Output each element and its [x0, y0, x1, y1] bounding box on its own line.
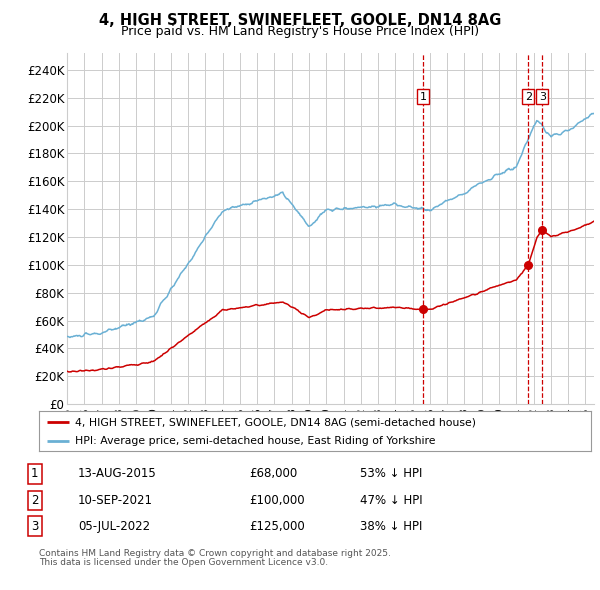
Text: 3: 3	[539, 91, 546, 101]
Text: This data is licensed under the Open Government Licence v3.0.: This data is licensed under the Open Gov…	[39, 558, 328, 568]
Text: 47% ↓ HPI: 47% ↓ HPI	[360, 494, 422, 507]
Text: 2: 2	[31, 494, 38, 507]
Text: 13-AUG-2015: 13-AUG-2015	[78, 467, 157, 480]
Text: 4, HIGH STREET, SWINEFLEET, GOOLE, DN14 8AG (semi-detached house): 4, HIGH STREET, SWINEFLEET, GOOLE, DN14 …	[75, 417, 476, 427]
Text: 05-JUL-2022: 05-JUL-2022	[78, 520, 150, 533]
Text: 2: 2	[524, 91, 532, 101]
Text: £125,000: £125,000	[249, 520, 305, 533]
Text: 3: 3	[31, 520, 38, 533]
Text: Price paid vs. HM Land Registry's House Price Index (HPI): Price paid vs. HM Land Registry's House …	[121, 25, 479, 38]
Text: HPI: Average price, semi-detached house, East Riding of Yorkshire: HPI: Average price, semi-detached house,…	[75, 435, 436, 445]
Text: 53% ↓ HPI: 53% ↓ HPI	[360, 467, 422, 480]
Text: 1: 1	[31, 467, 38, 480]
Text: £100,000: £100,000	[249, 494, 305, 507]
Text: 1: 1	[420, 91, 427, 101]
Text: 10-SEP-2021: 10-SEP-2021	[78, 494, 153, 507]
Text: 4, HIGH STREET, SWINEFLEET, GOOLE, DN14 8AG: 4, HIGH STREET, SWINEFLEET, GOOLE, DN14 …	[99, 13, 501, 28]
Text: 38% ↓ HPI: 38% ↓ HPI	[360, 520, 422, 533]
Text: £68,000: £68,000	[249, 467, 297, 480]
Text: Contains HM Land Registry data © Crown copyright and database right 2025.: Contains HM Land Registry data © Crown c…	[39, 549, 391, 558]
